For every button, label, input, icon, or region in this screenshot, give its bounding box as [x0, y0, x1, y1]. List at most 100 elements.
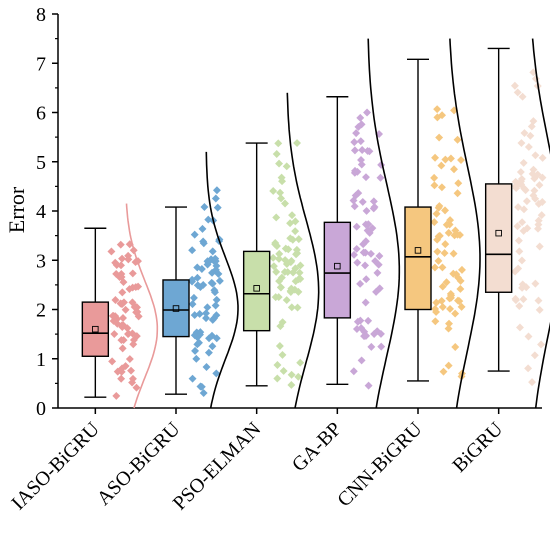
- scatter-point: [520, 129, 529, 138]
- scatter-point: [202, 314, 210, 323]
- scatter-point: [276, 188, 285, 197]
- scatter-point: [275, 159, 284, 168]
- scatter-point: [520, 205, 528, 214]
- scatter-point: [430, 218, 439, 227]
- scatter-point: [296, 358, 305, 367]
- scatter-point: [433, 105, 442, 114]
- scatter-point: [272, 150, 281, 158]
- scatter-point: [444, 324, 453, 333]
- scatter-point: [190, 311, 199, 320]
- scatter-point: [440, 249, 449, 258]
- scatter-point: [446, 289, 455, 298]
- scatter-point: [356, 279, 365, 288]
- mean-marker: [172, 305, 180, 312]
- scatter-point: [376, 173, 385, 182]
- scatter-point: [188, 275, 197, 284]
- scatter-point: [451, 226, 460, 235]
- scatter-point: [134, 282, 143, 291]
- scatter-point: [350, 146, 359, 155]
- series-bigru: [484, 38, 550, 409]
- scatter-point: [437, 161, 446, 170]
- scatter-point: [362, 275, 371, 284]
- scatter-point: [519, 226, 528, 235]
- y-tick-label: 1: [36, 349, 46, 371]
- scatter-point: [352, 129, 361, 138]
- scatter-point: [211, 194, 220, 203]
- scatter-point: [188, 246, 197, 255]
- scatter-point: [352, 325, 361, 334]
- scatter-point: [453, 135, 462, 144]
- scatter-point: [518, 92, 527, 101]
- y-tick-label: 7: [36, 53, 46, 75]
- scatter-point: [284, 245, 293, 254]
- series-aso-bigru: [162, 151, 239, 409]
- scatter-point: [200, 203, 209, 211]
- series-ga-bp: [323, 38, 401, 409]
- scatter-point: [291, 264, 300, 273]
- scatter-point: [537, 340, 546, 349]
- scatter-point: [538, 153, 547, 162]
- scatter-point: [350, 202, 359, 211]
- scatter-point: [375, 284, 384, 293]
- scatter-point: [131, 302, 140, 311]
- scatter-point: [124, 329, 133, 338]
- scatter-point: [208, 247, 217, 256]
- scatter-point: [362, 206, 371, 215]
- scatter-point: [452, 270, 461, 279]
- scatter-point: [197, 382, 206, 391]
- scatter-point: [269, 253, 278, 262]
- scatter-point: [441, 206, 449, 215]
- scatter-point: [110, 330, 119, 339]
- scatter-point: [199, 389, 208, 398]
- scatter-point: [363, 108, 372, 117]
- scatter-point: [438, 282, 447, 291]
- scatter-point: [445, 319, 453, 328]
- scatter-point: [369, 204, 378, 213]
- scatter-point: [514, 264, 523, 273]
- scatter-point: [273, 361, 282, 369]
- scatter-point: [439, 367, 448, 376]
- scatter-point: [438, 303, 447, 311]
- x-tick-label: IASO-BiGRU: [7, 418, 104, 515]
- scatter-point: [373, 268, 382, 277]
- scatter-point: [189, 293, 198, 302]
- scatter-point: [282, 260, 291, 268]
- scatter-point: [370, 330, 379, 338]
- scatter-point: [286, 234, 295, 243]
- scatter-point: [363, 146, 372, 155]
- density-curve: [367, 38, 401, 409]
- scatter-point: [519, 295, 528, 304]
- scatter-point: [430, 263, 439, 272]
- scatter-point: [272, 213, 281, 222]
- scatter-point: [204, 215, 213, 224]
- scatter-point: [282, 162, 291, 171]
- mean-marker: [253, 285, 260, 292]
- scatter-point: [349, 367, 358, 376]
- scatter-point: [116, 240, 125, 249]
- scatter-point: [190, 230, 199, 239]
- scatter-point: [371, 257, 380, 266]
- scatter-point: [212, 186, 221, 195]
- scatter-point: [444, 361, 453, 370]
- scatter-point: [434, 256, 443, 265]
- scatter-point: [196, 330, 204, 339]
- scatter-point: [515, 247, 524, 256]
- scatter-point: [198, 224, 207, 233]
- mean-marker: [414, 247, 422, 254]
- scatter-point: [352, 222, 361, 231]
- scatter-point: [530, 351, 539, 360]
- box: [323, 221, 352, 319]
- scatter-point: [531, 151, 540, 160]
- scatter-point: [446, 216, 455, 225]
- scatter-point: [522, 197, 531, 206]
- scatter-point: [535, 181, 544, 190]
- scatter-point: [282, 296, 291, 305]
- y-tick-label: 4: [36, 201, 46, 223]
- series-layer: [81, 38, 550, 409]
- mean-marker: [495, 229, 502, 237]
- scatter-point: [215, 276, 224, 285]
- series-pso-elman: [242, 92, 320, 409]
- scatter-point: [288, 211, 297, 220]
- scatter-point: [203, 303, 212, 312]
